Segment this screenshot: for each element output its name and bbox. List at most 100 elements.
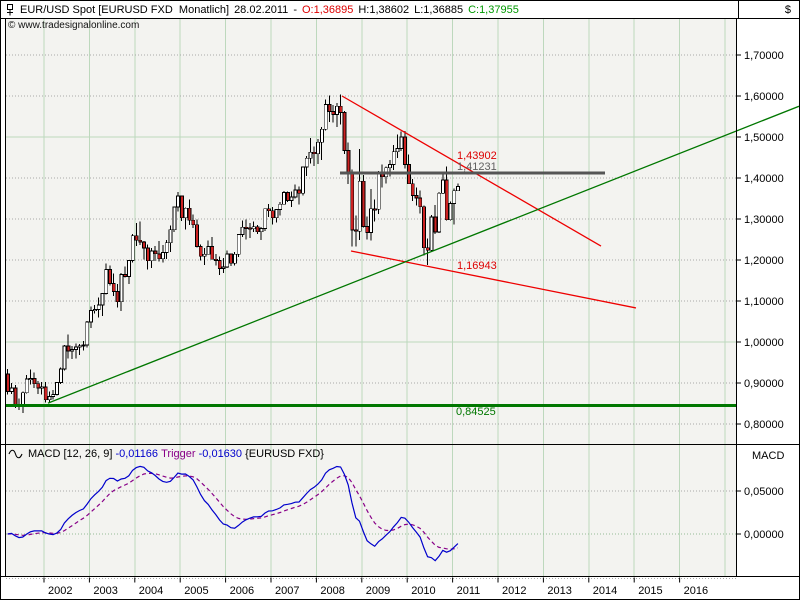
candle-body	[263, 208, 268, 229]
lower-triangle-trendline[interactable]	[350, 250, 637, 309]
candle	[395, 134, 400, 158]
candle-body	[357, 180, 362, 232]
candle	[153, 246, 158, 262]
macd-header[interactable]: MACD [12, 26, 9] -0,01166 Trigger -0,016…	[6, 447, 324, 460]
price-axis-tick-label: 1,70000	[744, 50, 784, 62]
candle	[85, 321, 90, 348]
candle-body	[164, 242, 169, 254]
plot-backgrounds	[6, 18, 736, 577]
price-axis-tick-label: 1,30000	[744, 214, 784, 226]
candle	[168, 225, 173, 253]
candle-body	[161, 252, 165, 260]
macd-trigger-line	[7, 472, 459, 550]
candle-body	[282, 191, 286, 205]
macd-axis-label: MACD	[752, 450, 785, 462]
candle	[195, 219, 199, 248]
time-axis[interactable]: 2002 2003 2004 2005 2006 2007 2008 2009 2010 2011…	[43, 577, 708, 598]
close-value: C:1,37955	[468, 3, 519, 16]
candle-body	[70, 348, 75, 352]
candle	[119, 273, 124, 311]
year-tick-label: 2011	[457, 585, 481, 597]
candle-body	[289, 196, 294, 201]
candle-body	[354, 229, 358, 232]
bar-date: 28.02.2011	[234, 3, 289, 16]
candle-body	[312, 151, 317, 155]
price-axis-tick-label: 0,80000	[744, 419, 784, 431]
candle-body	[40, 386, 44, 389]
candle	[187, 199, 192, 226]
candle-body	[376, 171, 381, 210]
candle-body	[301, 166, 305, 194]
price-axis-tick-label: 1,00000	[744, 337, 784, 349]
candle	[403, 130, 408, 169]
candle	[180, 195, 184, 222]
candle-body	[93, 309, 97, 312]
candle	[312, 146, 317, 167]
high-value: H:1,38602	[358, 3, 410, 16]
candle-body	[350, 173, 355, 231]
candle	[236, 234, 241, 258]
candle-body	[214, 258, 218, 261]
candle-body	[187, 207, 192, 221]
year-tick-label: 2005	[184, 585, 208, 597]
candle	[198, 244, 203, 261]
candle	[130, 233, 135, 263]
candle	[274, 208, 279, 223]
macd-plot-background	[6, 444, 736, 577]
candle	[414, 187, 419, 206]
candle	[115, 284, 120, 308]
candle	[134, 223, 139, 247]
candle	[104, 263, 109, 295]
candle-body	[77, 345, 82, 348]
price-axis[interactable]: 1,70000 1,60000 1,50000 1,40000 1,30000 1,200…	[736, 50, 784, 541]
candle-body	[452, 190, 457, 204]
candle-body	[395, 148, 400, 153]
candle-body	[369, 208, 373, 233]
macd-layer	[7, 465, 459, 562]
candle-body	[183, 207, 188, 219]
candle	[217, 256, 222, 275]
candle	[429, 214, 434, 253]
candle	[183, 207, 188, 230]
annotation-label-support[interactable]: 1,16943	[457, 260, 497, 272]
annotation-label-low[interactable]: 0,84525	[456, 406, 496, 418]
candle-body	[338, 105, 343, 113]
candle-body	[221, 266, 226, 270]
candle	[338, 94, 343, 125]
candle-body	[198, 246, 203, 257]
candle-body	[448, 203, 453, 221]
title-bar[interactable]: EUR/USD Spot [EURUSD FXD Monatlich] 28.0…	[1, 1, 738, 18]
macd-line	[7, 465, 459, 562]
candle	[270, 207, 275, 225]
candle-body	[278, 203, 283, 210]
annotation-label-breakout[interactable]: 1,41231	[457, 161, 497, 173]
candle	[161, 244, 165, 263]
year-tick-label: 2012	[502, 585, 526, 597]
annotation-label-resistance[interactable]: 1,43902	[457, 150, 497, 162]
candle-body	[240, 226, 245, 235]
long-term-uptrend-line[interactable]	[47, 105, 799, 404]
low-value: L:1,36885	[414, 3, 464, 16]
candle-body	[225, 253, 230, 268]
candle-body	[320, 128, 324, 143]
candle	[51, 389, 56, 400]
candle-body	[308, 151, 313, 159]
candle	[240, 220, 245, 238]
candle	[251, 221, 256, 233]
year-tick-label: 2007	[275, 585, 299, 597]
year-tick-label: 2016	[684, 585, 708, 597]
year-tick-label: 2014	[593, 585, 617, 597]
candle-body	[149, 250, 154, 262]
price-axis-tick-label: 0,90000	[744, 378, 784, 390]
candle-body	[285, 191, 290, 201]
candle-body	[267, 208, 271, 212]
candle	[214, 253, 218, 266]
year-tick-label: 2008	[320, 585, 344, 597]
candle	[93, 305, 97, 314]
candle-body	[115, 291, 120, 303]
candle	[127, 260, 131, 285]
candle-body	[172, 206, 177, 231]
candle-body	[255, 226, 260, 233]
candle-body	[145, 247, 150, 262]
upper-triangle-trendline[interactable]	[341, 95, 602, 247]
